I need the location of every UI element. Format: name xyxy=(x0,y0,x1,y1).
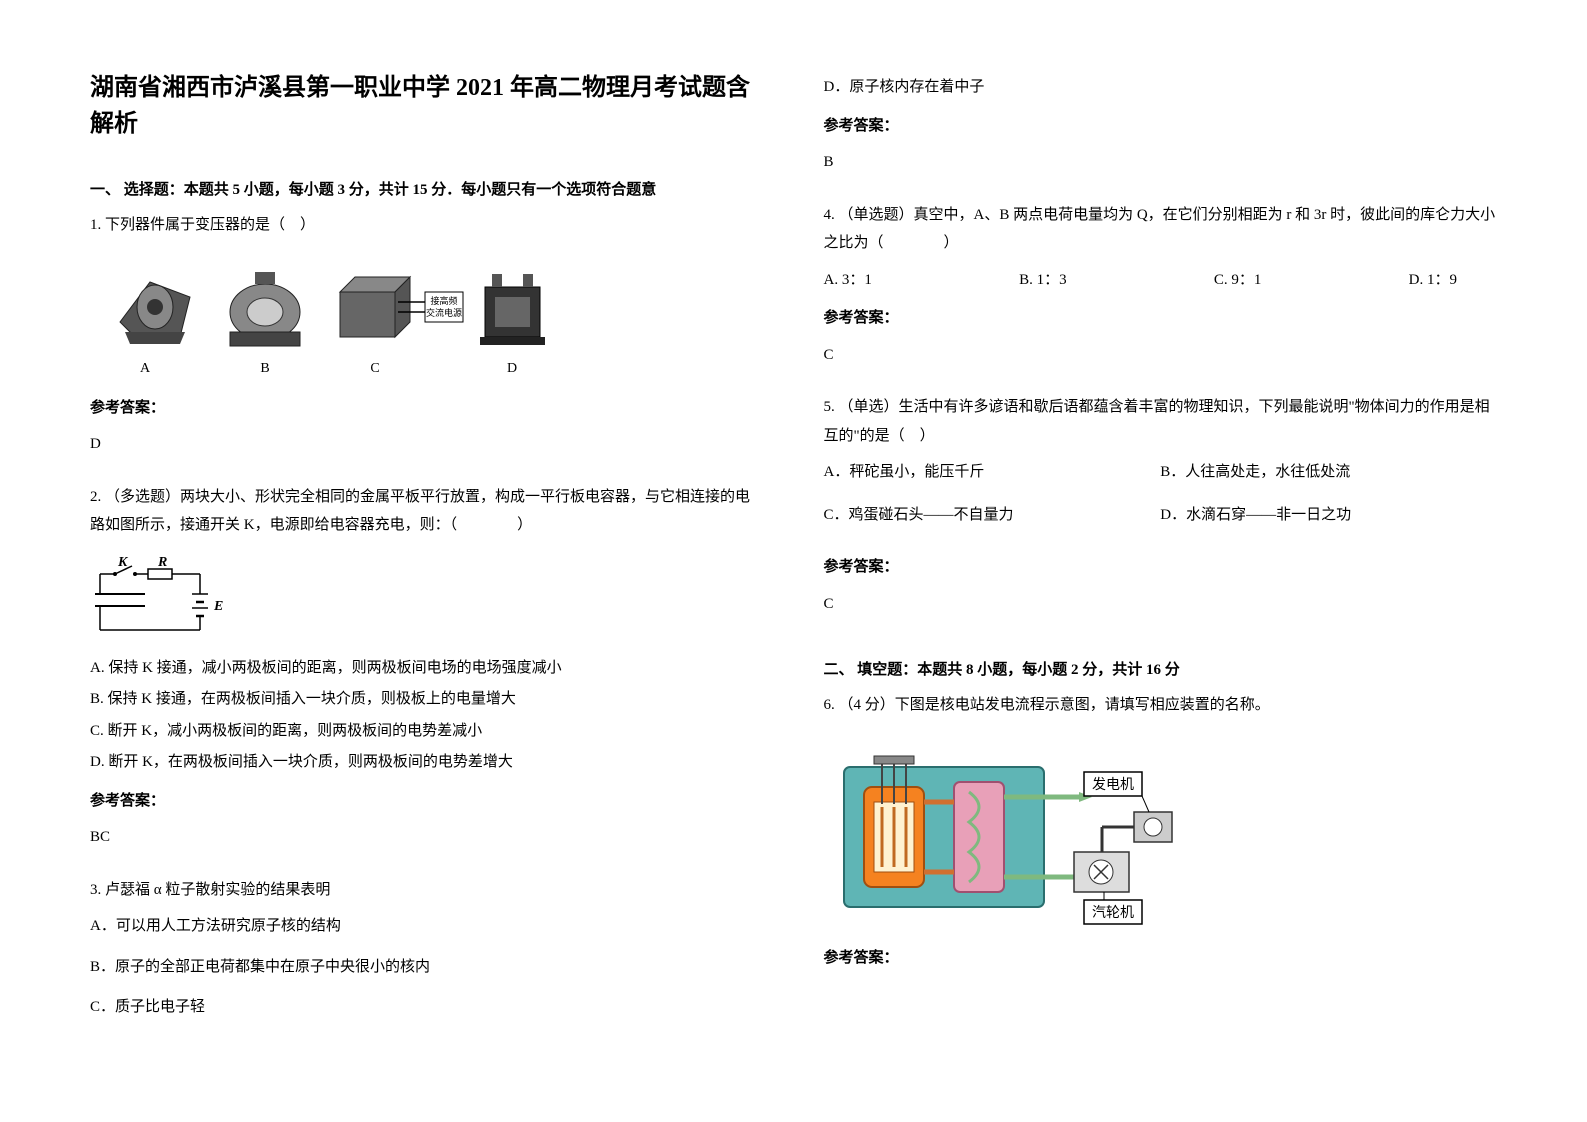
svg-text:A: A xyxy=(140,361,151,376)
svg-text:C: C xyxy=(370,361,379,376)
q4-opt-a: A. 3：1 xyxy=(824,266,872,295)
q5-text: 5. （单选）生活中有许多谚语和歇后语都蕴含着丰富的物理知识，下列最能说明"物体… xyxy=(824,393,1498,450)
q6-text: 6. （4 分）下图是核电站发电流程示意图，请填写相应装置的名称。 xyxy=(824,691,1498,720)
q3-answer: B xyxy=(824,148,1498,177)
q1-answer: D xyxy=(90,430,764,459)
q1-text: 1. 下列器件属于变压器的是（ ） xyxy=(90,211,764,240)
q6-label-turbine: 汽轮机 xyxy=(1092,905,1134,921)
q5-answer-label: 参考答案： xyxy=(824,553,1498,582)
q3-opt-c: C．质子比电子轻 xyxy=(90,993,764,1022)
q6-figure: 发电机 汽轮机 xyxy=(824,732,1498,932)
q3-answer-label: 参考答案： xyxy=(824,112,1498,141)
q5-options: A．秤砣虽小，能压千斤 B．人往高处走，水往低处流 C．鸡蛋碰石头——不自量力 … xyxy=(824,458,1498,543)
q4-text: 4. （单选题）真空中，A、B 两点电荷电量均为 Q，在它们分别相距为 r 和 … xyxy=(824,201,1498,258)
q5-opt-c: C．鸡蛋碰石头——不自量力 xyxy=(824,501,1161,530)
q4-options: A. 3：1 B. 1：3 C. 9：1 D. 1：9 xyxy=(824,266,1498,295)
q2-answer: BC xyxy=(90,823,764,852)
question-3: 3. 卢瑟福 α 粒子散射实验的结果表明 A．可以用人工方法研究原子核的结构 B… xyxy=(90,876,764,1025)
q4-opt-c: C. 9：1 xyxy=(1214,266,1262,295)
q3-opt-b: B．原子的全部正电荷都集中在原子中央很小的核内 xyxy=(90,953,764,982)
left-column: 湖南省湘西市泸溪县第一职业中学 2021 年高二物理月考试题含解析 一、 选择题… xyxy=(90,70,764,1052)
q4-opt-d: D. 1：9 xyxy=(1409,266,1457,295)
question-5: 5. （单选）生活中有许多谚语和歇后语都蕴含着丰富的物理知识，下列最能说明"物体… xyxy=(824,393,1498,632)
q6-label-generator: 发电机 xyxy=(1092,777,1134,793)
q2-opt-b: B. 保持 K 接通，在两极板间插入一块介质，则极板上的电量增大 xyxy=(90,685,764,714)
right-column: D．原子核内存在着中子 参考答案： B 4. （单选题）真空中，A、B 两点电荷… xyxy=(824,70,1498,1052)
question-4: 4. （单选题）真空中，A、B 两点电荷电量均为 Q，在它们分别相距为 r 和 … xyxy=(824,201,1498,384)
q4-opt-b: B. 1：3 xyxy=(1019,266,1067,295)
q2-figure: K R E xyxy=(90,552,764,642)
svg-text:D: D xyxy=(507,361,517,376)
q5-opt-b: B．人往高处走，水往低处流 xyxy=(1160,458,1497,487)
q4-answer: C xyxy=(824,341,1498,370)
question-6: 6. （4 分）下图是核电站发电流程示意图，请填写相应装置的名称。 xyxy=(824,691,1498,980)
svg-text:交流电源: 交流电源 xyxy=(426,307,462,318)
q1-figure: A B 接高频 交流电源 xyxy=(90,252,764,382)
q2-opt-a: A. 保持 K 接通，减小两极板间的距离，则两极板间电场的电场强度减小 xyxy=(90,654,764,683)
svg-text:接高频: 接高频 xyxy=(430,295,457,306)
q2-text: 2. （多选题）两块大小、形状完全相同的金属平板平行放置，构成一平行板电容器，与… xyxy=(90,483,764,540)
question-3-cont: D．原子核内存在着中子 参考答案： B xyxy=(824,70,1498,191)
q1-answer-label: 参考答案： xyxy=(90,394,764,423)
q5-opt-a: A．秤砣虽小，能压千斤 xyxy=(824,458,1161,487)
q3-opt-d: D．原子核内存在着中子 xyxy=(824,73,1498,102)
q2-answer-label: 参考答案： xyxy=(90,787,764,816)
svg-text:E: E xyxy=(213,599,223,614)
question-2: 2. （多选题）两块大小、形状完全相同的金属平板平行放置，构成一平行板电容器，与… xyxy=(90,483,764,866)
q2-opt-d: D. 断开 K，在两极板间插入一块介质，则两极板间的电势差增大 xyxy=(90,748,764,777)
q5-answer: C xyxy=(824,590,1498,619)
q6-answer-label: 参考答案： xyxy=(824,944,1498,973)
q5-opt-d: D．水滴石穿——非一日之功 xyxy=(1160,501,1497,530)
section-2-title: 二、 填空题：本题共 8 小题，每小题 2 分，共计 16 分 xyxy=(824,658,1498,679)
document-title: 湖南省湘西市泸溪县第一职业中学 2021 年高二物理月考试题含解析 xyxy=(90,70,764,142)
q3-opt-a: A．可以用人工方法研究原子核的结构 xyxy=(90,912,764,941)
section-1-title: 一、 选择题：本题共 5 小题，每小题 3 分，共计 15 分．每小题只有一个选… xyxy=(90,178,764,199)
question-1: 1. 下列器件属于变压器的是（ ） A B xyxy=(90,211,764,473)
q4-answer-label: 参考答案： xyxy=(824,304,1498,333)
svg-text:R: R xyxy=(157,555,167,570)
q3-text: 3. 卢瑟福 α 粒子散射实验的结果表明 xyxy=(90,876,764,905)
q2-opt-c: C. 断开 K，减小两极板间的距离，则两极板间的电势差减小 xyxy=(90,717,764,746)
svg-text:B: B xyxy=(260,361,269,376)
